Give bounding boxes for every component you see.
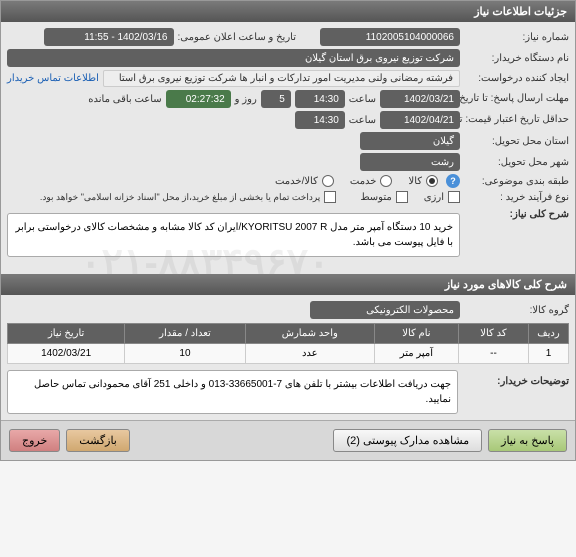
process-label: نوع فرآیند خرید : — [464, 192, 569, 203]
deadline-time: 14:30 — [295, 90, 345, 108]
goods-table: ردیف کد کالا نام کالا واحد شمارش تعداد /… — [7, 323, 569, 364]
cat-gs-label: کالا/خدمت — [275, 176, 318, 187]
validity-time: 14:30 — [295, 111, 345, 129]
cell-name: آمپر متر — [374, 344, 458, 364]
buyer-org-label: نام دستگاه خریدار: — [464, 53, 569, 64]
desc-label: شرح کلی نیاز: — [464, 209, 569, 220]
validity-date: 1402/04/21 — [380, 111, 460, 129]
time-label-2: ساعت — [349, 115, 376, 126]
desc-text: خرید 10 دستگاه آمپر متر مدل KYORITSU 200… — [7, 213, 460, 257]
city-label: شهر محل تحویل: — [464, 157, 569, 168]
window-title: جزئیات اطلاعات نیاز — [1, 1, 575, 22]
exit-button[interactable]: خروج — [9, 429, 60, 452]
deadline-date: 1402/03/21 — [380, 90, 460, 108]
radio-service[interactable] — [380, 175, 392, 187]
creator-label: ایجاد کننده درخواست: — [464, 73, 569, 84]
th-row: ردیف — [529, 324, 569, 344]
category-label: طبقه بندی موضوعی: — [464, 176, 569, 187]
cell-qty: 10 — [125, 344, 245, 364]
cell-row: 1 — [529, 344, 569, 364]
table-header-row: ردیف کد کالا نام کالا واحد شمارش تعداد /… — [8, 324, 569, 344]
radio-goods[interactable] — [426, 175, 438, 187]
th-code: کد کالا — [458, 324, 528, 344]
payment-note: پرداخت تمام یا بخشی از مبلغ خرید،از محل … — [40, 192, 320, 203]
main-window: جزئیات اطلاعات نیاز شماره نیاز: 11020051… — [0, 0, 576, 461]
respond-button[interactable]: پاسخ به نیاز — [488, 429, 567, 452]
attachments-button[interactable]: مشاهده مدارک پیوستی (2) — [333, 429, 482, 452]
cell-date: 1402/03/21 — [8, 344, 125, 364]
th-qty: تعداد / مقدار — [125, 324, 245, 344]
city-value: رشت — [360, 153, 460, 171]
th-date: تاریخ نیاز — [8, 324, 125, 344]
buyer-notes-text: جهت دریافت اطلاعات بیشتر با تلفن های 7-3… — [7, 370, 458, 414]
countdown: 02:27:32 — [166, 90, 231, 108]
remain-label: ساعت باقی مانده — [88, 94, 161, 105]
need-no-label: شماره نیاز: — [464, 32, 569, 43]
validity-label: حداقل تاریخ اعتبار قیمت: تا تاریخ: — [464, 114, 569, 126]
th-name: نام کالا — [374, 324, 458, 344]
cell-code: -- — [458, 344, 528, 364]
checkbox-medium[interactable] — [396, 191, 408, 203]
group-label: گروه کالا: — [464, 305, 569, 316]
checkbox-tender[interactable] — [448, 191, 460, 203]
proc-tender-label: ارزی — [424, 192, 444, 203]
radio-goods-service[interactable] — [322, 175, 334, 187]
goods-section-header: شرح کلی کالاهای مورد نیاز — [1, 274, 575, 295]
checkbox-payment[interactable] — [324, 191, 336, 203]
cell-unit: عدد — [245, 344, 374, 364]
help-icon[interactable]: ? — [446, 174, 460, 188]
table-row[interactable]: 1 -- آمپر متر عدد 10 1402/03/21 — [8, 344, 569, 364]
buyer-notes-label: توضیحات خریدار: — [464, 370, 569, 414]
province-label: استان محل تحویل: — [464, 136, 569, 147]
announce-label: تاریخ و ساعت اعلان عمومی: — [178, 32, 297, 43]
time-label-1: ساعت — [349, 94, 376, 105]
button-bar: پاسخ به نیاز مشاهده مدارک پیوستی (2) باز… — [1, 420, 575, 460]
buyer-org-value: شرکت توزیع نیروی برق استان گیلان — [7, 49, 460, 67]
province-value: گیلان — [360, 132, 460, 150]
announce-value: 1402/03/16 - 11:55 — [44, 28, 174, 46]
back-button[interactable]: بازگشت — [66, 429, 130, 452]
cat-goods-label: کالا — [408, 176, 422, 187]
deadline-label: مهلت ارسال پاسخ: تا تاریخ: — [464, 93, 569, 105]
days-label: روز و — [235, 94, 257, 105]
cat-service-label: خدمت — [350, 176, 377, 187]
days-value: 5 — [261, 90, 291, 108]
th-unit: واحد شمارش — [245, 324, 374, 344]
contact-link[interactable]: اطلاعات تماس خریدار — [7, 73, 99, 84]
need-no-value: 1102005104000066 — [320, 28, 460, 46]
creator-value: فرشته رمضانی ولنی مدیریت امور تدارکات و … — [103, 70, 460, 87]
group-value: محصولات الکترونیکی — [310, 301, 460, 319]
proc-medium-label: متوسط — [360, 192, 391, 203]
